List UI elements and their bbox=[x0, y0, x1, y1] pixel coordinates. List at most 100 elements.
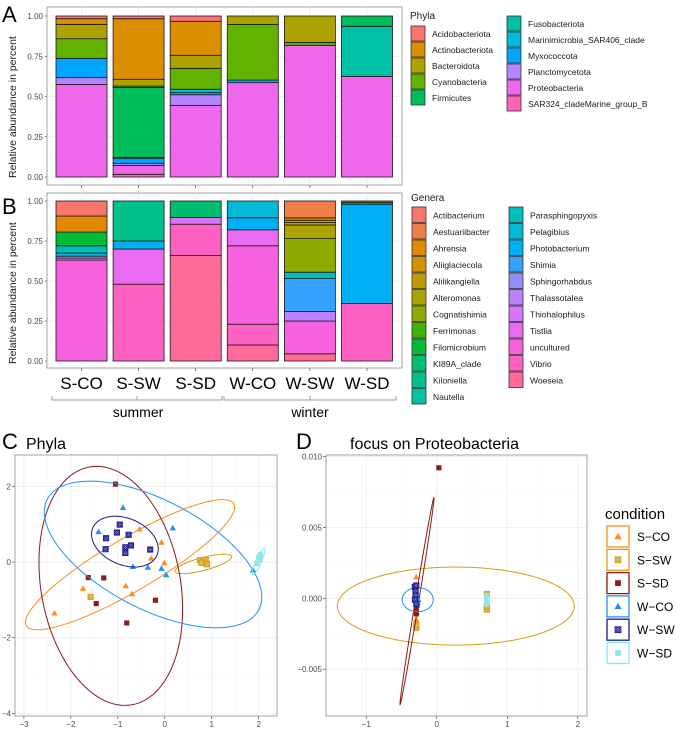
marker-circle bbox=[199, 560, 204, 565]
bar-segment-ahrensia bbox=[55, 215, 108, 233]
crossed-square-marker bbox=[203, 561, 211, 568]
summer-bracket bbox=[51, 396, 223, 401]
square-marker bbox=[254, 561, 260, 567]
legend-swatch bbox=[508, 371, 524, 388]
panel-d: −1 0 1 2 −0.005 0.000 0.005 0.010 bbox=[297, 452, 588, 729]
crossed-square-marker bbox=[413, 582, 420, 589]
x-category-label: W-SD bbox=[344, 374, 389, 393]
legend-label: Proteobacteria bbox=[528, 83, 584, 93]
x-tick-label: 2 bbox=[576, 720, 581, 729]
triangle-marker bbox=[51, 609, 58, 616]
legend-swatch bbox=[410, 73, 426, 90]
bar-segment-planctomycetota bbox=[169, 94, 222, 106]
marker-cross bbox=[614, 626, 622, 633]
legend-item: Shimia bbox=[508, 256, 556, 273]
confidence-ellipse bbox=[24, 499, 236, 631]
bar-s-sd bbox=[169, 200, 222, 362]
legend-label: Fusobacteriota bbox=[528, 19, 584, 29]
bar-w-sw bbox=[283, 15, 336, 178]
series-s-sw bbox=[87, 553, 233, 600]
legend-swatch bbox=[506, 47, 522, 64]
x-tick-label: −1 bbox=[113, 720, 123, 729]
square-marker bbox=[436, 465, 442, 471]
bar-segment-pelagibius bbox=[55, 252, 108, 257]
marker-circle bbox=[123, 550, 128, 556]
condition-legend-item: S−SD bbox=[606, 571, 669, 595]
triangle-marker bbox=[119, 504, 127, 510]
square-marker bbox=[257, 557, 263, 563]
x-category-label: S-SW bbox=[116, 374, 160, 393]
crossed-square-marker bbox=[614, 626, 622, 634]
legend-label: Shimia bbox=[530, 260, 556, 270]
crossed-square-marker bbox=[113, 529, 120, 536]
marker-cross bbox=[614, 556, 622, 563]
panel-letter-c: C bbox=[2, 429, 18, 454]
marker-cross bbox=[116, 521, 123, 528]
genera-legend-title: Genera bbox=[411, 193, 445, 204]
y-tick-label: 0.75 bbox=[27, 52, 43, 61]
legend-label: Alilikangiella bbox=[433, 276, 480, 286]
legend-swatch bbox=[508, 322, 524, 339]
bar-segment-actibacterium bbox=[55, 200, 108, 217]
square-marker bbox=[484, 595, 490, 601]
bar-segment-pelagibius bbox=[226, 200, 279, 219]
marker-circle bbox=[204, 562, 210, 567]
bar-w-sd bbox=[341, 200, 393, 362]
triangle-marker bbox=[95, 528, 102, 535]
legend-swatch bbox=[411, 322, 427, 339]
legend-swatch bbox=[508, 272, 524, 289]
marker-circle bbox=[128, 543, 134, 548]
bar-segment-acidobacteriota bbox=[112, 15, 165, 20]
marker-circle bbox=[88, 594, 93, 600]
bar-w-co bbox=[226, 15, 279, 178]
marker-circle bbox=[414, 601, 419, 607]
bar-w-co bbox=[226, 200, 279, 362]
bar-segment-bacteroidota bbox=[112, 78, 165, 87]
legend-item: Filomicrobium bbox=[411, 338, 486, 355]
panel-c-title: Phyla bbox=[26, 436, 66, 453]
series-w-sd bbox=[484, 592, 490, 607]
panel-d-title: focus on Proteobacteria bbox=[350, 436, 519, 453]
crossed-square-marker bbox=[413, 600, 420, 608]
crossed-square-marker bbox=[122, 544, 129, 551]
legend-item: Tistlia bbox=[508, 322, 552, 339]
marker-cross bbox=[102, 546, 109, 553]
legend-label: Actibacterium bbox=[433, 210, 485, 220]
legend-item: Aestuariibacter bbox=[411, 223, 490, 240]
bar-w-sd bbox=[341, 15, 393, 178]
legend-label: W−SW bbox=[637, 623, 675, 637]
crossed-square-marker bbox=[103, 535, 110, 542]
x-tick-label: 1 bbox=[505, 720, 510, 729]
legend-item: Thiohalophilus bbox=[508, 305, 585, 322]
legend-item: Ahrensia bbox=[411, 239, 467, 256]
crossed-square-marker bbox=[147, 546, 154, 553]
legend-item: SAR324_cladeMarine_group_B bbox=[506, 95, 648, 112]
legend-swatch bbox=[506, 95, 522, 112]
x-category-label: S-CO bbox=[60, 374, 103, 393]
legend-swatch bbox=[411, 289, 427, 306]
triangle-marker bbox=[413, 573, 420, 580]
bar-segment-tistlia bbox=[226, 229, 279, 247]
marker-cross bbox=[103, 535, 109, 542]
legend-swatch bbox=[411, 338, 427, 355]
marker-circle bbox=[615, 557, 621, 563]
series-w-co bbox=[43, 480, 263, 629]
bar-s-co bbox=[55, 200, 108, 362]
legend-label: Vibrio bbox=[530, 359, 552, 369]
y-tick-label: 0.25 bbox=[27, 317, 43, 326]
legend-item: Cognatishimia bbox=[411, 305, 487, 322]
marker-cross bbox=[114, 529, 120, 536]
phyla-legend-title: Phyla bbox=[410, 11, 435, 22]
legend-swatch bbox=[411, 223, 427, 240]
bar-segment-proteobacteria bbox=[283, 44, 336, 178]
legend-label: Ahrensia bbox=[433, 243, 467, 253]
y-tick-label: 0.005 bbox=[302, 523, 323, 532]
legend-label: Kiloniella bbox=[433, 375, 467, 385]
legend-label: Myxococcota bbox=[528, 51, 578, 61]
x-tick-label: −2 bbox=[66, 720, 76, 729]
legend-item: Planctomycetota bbox=[506, 63, 591, 80]
bar-segment-cyanobacteria bbox=[55, 38, 108, 59]
legend-item: Myxococcota bbox=[506, 47, 578, 64]
legend-item: Aliiglaciecola bbox=[411, 256, 482, 273]
